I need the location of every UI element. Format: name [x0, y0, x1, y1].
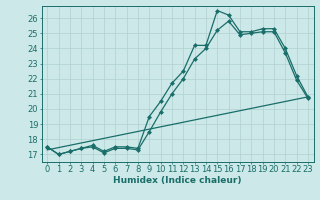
X-axis label: Humidex (Indice chaleur): Humidex (Indice chaleur)	[113, 176, 242, 185]
